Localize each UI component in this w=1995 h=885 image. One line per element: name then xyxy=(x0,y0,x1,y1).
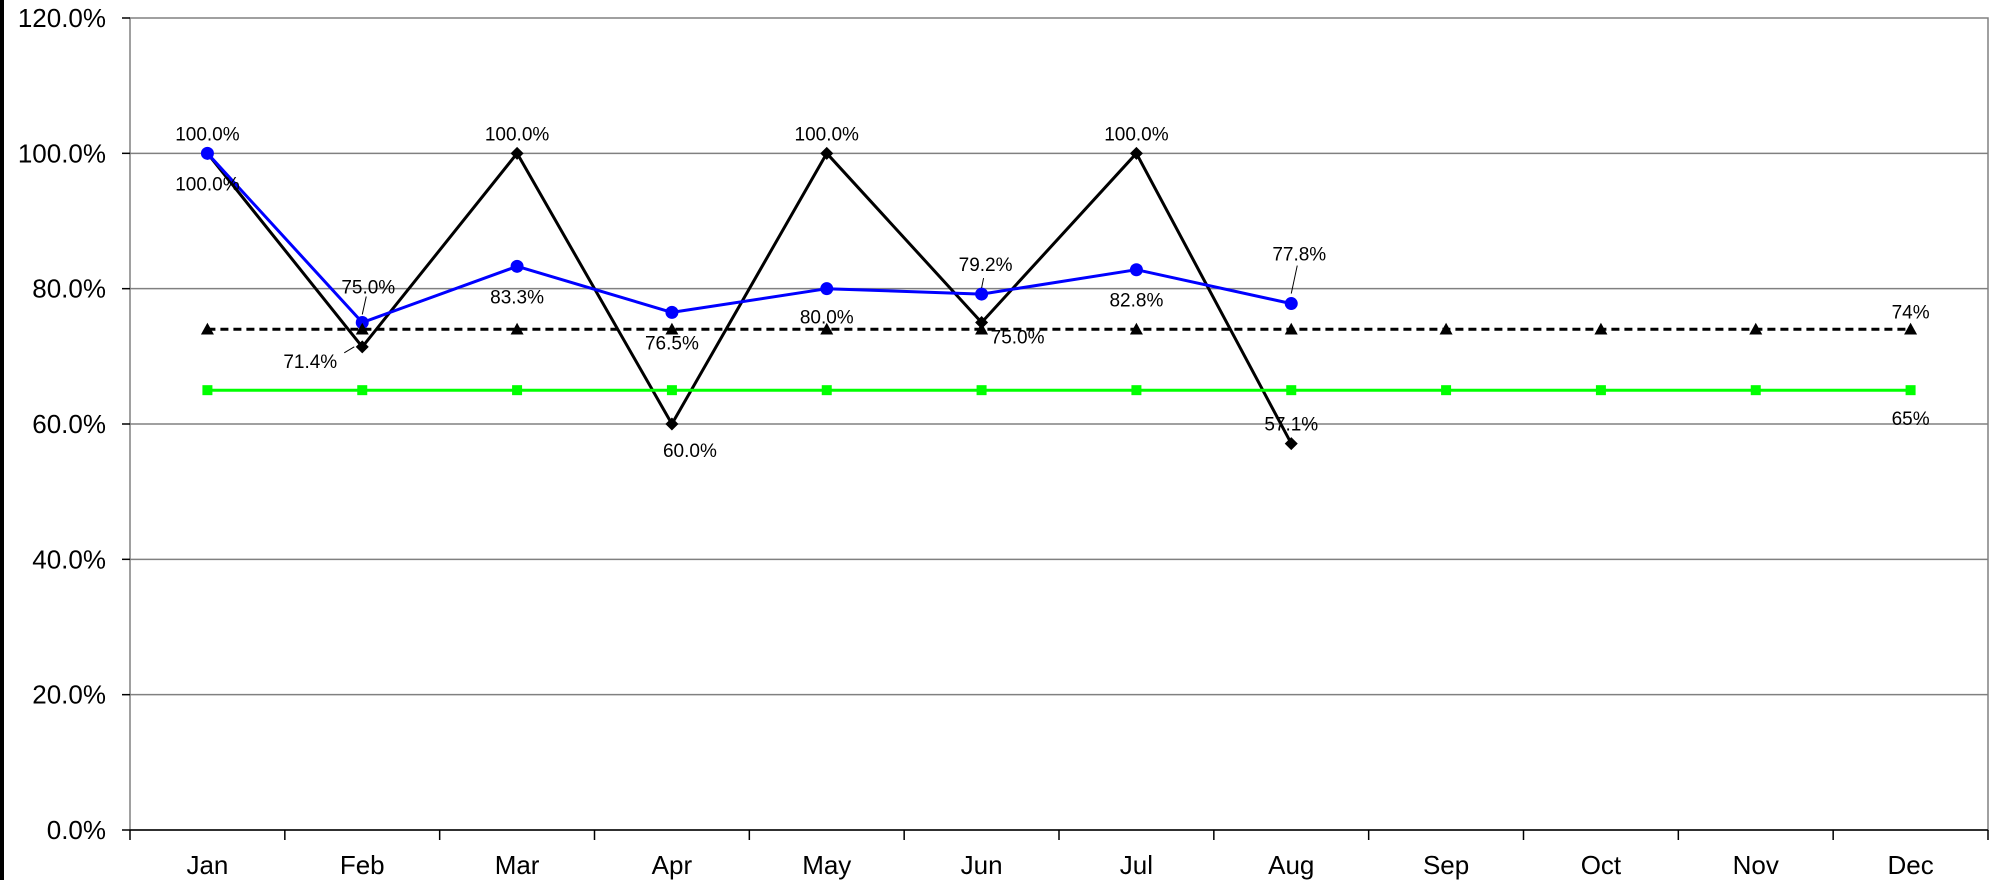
y-tick-label: 80.0% xyxy=(32,274,106,304)
series-point-black xyxy=(1129,146,1143,160)
series-point-green xyxy=(1595,385,1606,396)
series-point-black xyxy=(665,417,679,431)
series-point-green xyxy=(1750,385,1761,396)
x-tick-label: Jul xyxy=(1120,850,1153,880)
x-tick-label: Oct xyxy=(1581,850,1622,880)
series-point-black xyxy=(820,146,834,160)
series-point-blue xyxy=(665,305,679,319)
series-point-blue xyxy=(820,282,834,296)
series-point-green xyxy=(1286,385,1297,396)
series-point-green xyxy=(1441,385,1452,396)
x-tick-label: Aug xyxy=(1268,850,1314,880)
data-label-leader xyxy=(361,296,367,315)
data-label-black: 60.0% xyxy=(663,441,717,462)
data-label-black: 100.0% xyxy=(175,124,240,145)
data-label-blue: 76.5% xyxy=(645,333,699,354)
series-point-green xyxy=(512,385,523,396)
data-label-blue: 82.8% xyxy=(1109,291,1163,312)
series-point-blue xyxy=(510,259,524,273)
data-label-blue: 80.0% xyxy=(800,308,854,329)
series-point-target xyxy=(1904,322,1918,335)
series-point-green xyxy=(1131,385,1142,396)
x-tick-label: Feb xyxy=(340,850,385,880)
series-point-black xyxy=(510,146,524,160)
series-point-blue xyxy=(1284,297,1298,311)
series-point-target xyxy=(1129,322,1143,335)
series-point-green xyxy=(357,385,368,396)
data-label-black: 100.0% xyxy=(795,124,860,145)
series-point-target xyxy=(200,322,214,335)
series-point-target xyxy=(820,322,834,335)
series-point-target xyxy=(975,322,989,335)
y-tick-label: 60.0% xyxy=(32,409,106,439)
series-point-green xyxy=(976,385,987,396)
series-point-target xyxy=(1594,322,1608,335)
series-point-blue xyxy=(1129,263,1143,277)
series-point-target xyxy=(355,322,369,335)
y-tick-label: 0.0% xyxy=(47,815,106,845)
data-label-leader xyxy=(1290,265,1298,294)
y-tick-label: 100.0% xyxy=(18,138,106,168)
series-point-target xyxy=(665,322,679,335)
y-tick-label: 120.0% xyxy=(18,3,106,33)
data-label-green: 65% xyxy=(1892,409,1930,430)
data-label-blue: 83.3% xyxy=(490,287,544,308)
data-label-blue: 77.8% xyxy=(1272,245,1326,266)
series-point-green xyxy=(202,385,213,396)
data-label-target: 74% xyxy=(1892,302,1930,323)
series-point-target xyxy=(510,322,524,335)
y-tick-label: 40.0% xyxy=(32,544,106,574)
data-label-leader xyxy=(343,346,355,354)
series-point-green xyxy=(666,385,677,396)
x-tick-label: May xyxy=(802,850,851,880)
data-label-blue: 100.0% xyxy=(175,174,240,195)
series-point-black xyxy=(355,340,369,354)
series-point-blue xyxy=(355,316,369,329)
data-label-black: 57.1% xyxy=(1264,415,1318,436)
x-tick-label: Apr xyxy=(652,850,693,880)
data-label-black: 75.0% xyxy=(991,328,1045,349)
series-point-target xyxy=(1439,322,1453,335)
series-point-green xyxy=(821,385,832,396)
data-label-black: 100.0% xyxy=(485,124,550,145)
series-point-black xyxy=(1284,437,1298,451)
x-tick-label: Sep xyxy=(1423,850,1469,880)
data-label-black: 100.0% xyxy=(1104,124,1169,145)
series-point-blue xyxy=(975,287,989,301)
series-point-blue xyxy=(200,146,214,160)
data-label-leader xyxy=(981,277,985,289)
x-tick-label: Mar xyxy=(495,850,540,880)
series-point-target xyxy=(1284,322,1298,335)
left-edge-border xyxy=(0,0,4,880)
series-point-target xyxy=(1749,322,1763,335)
data-label-blue: 79.2% xyxy=(959,255,1013,276)
series-point-black xyxy=(975,316,989,329)
x-tick-label: Dec xyxy=(1887,850,1933,880)
y-tick-label: 20.0% xyxy=(32,680,106,710)
series-point-green xyxy=(1905,385,1916,396)
x-tick-label: Jun xyxy=(961,850,1003,880)
x-tick-label: Nov xyxy=(1733,850,1779,880)
x-tick-label: Jan xyxy=(186,850,228,880)
series-line-blue xyxy=(206,152,1292,324)
data-label-black: 71.4% xyxy=(283,352,337,373)
data-label-blue: 75.0% xyxy=(341,278,395,299)
